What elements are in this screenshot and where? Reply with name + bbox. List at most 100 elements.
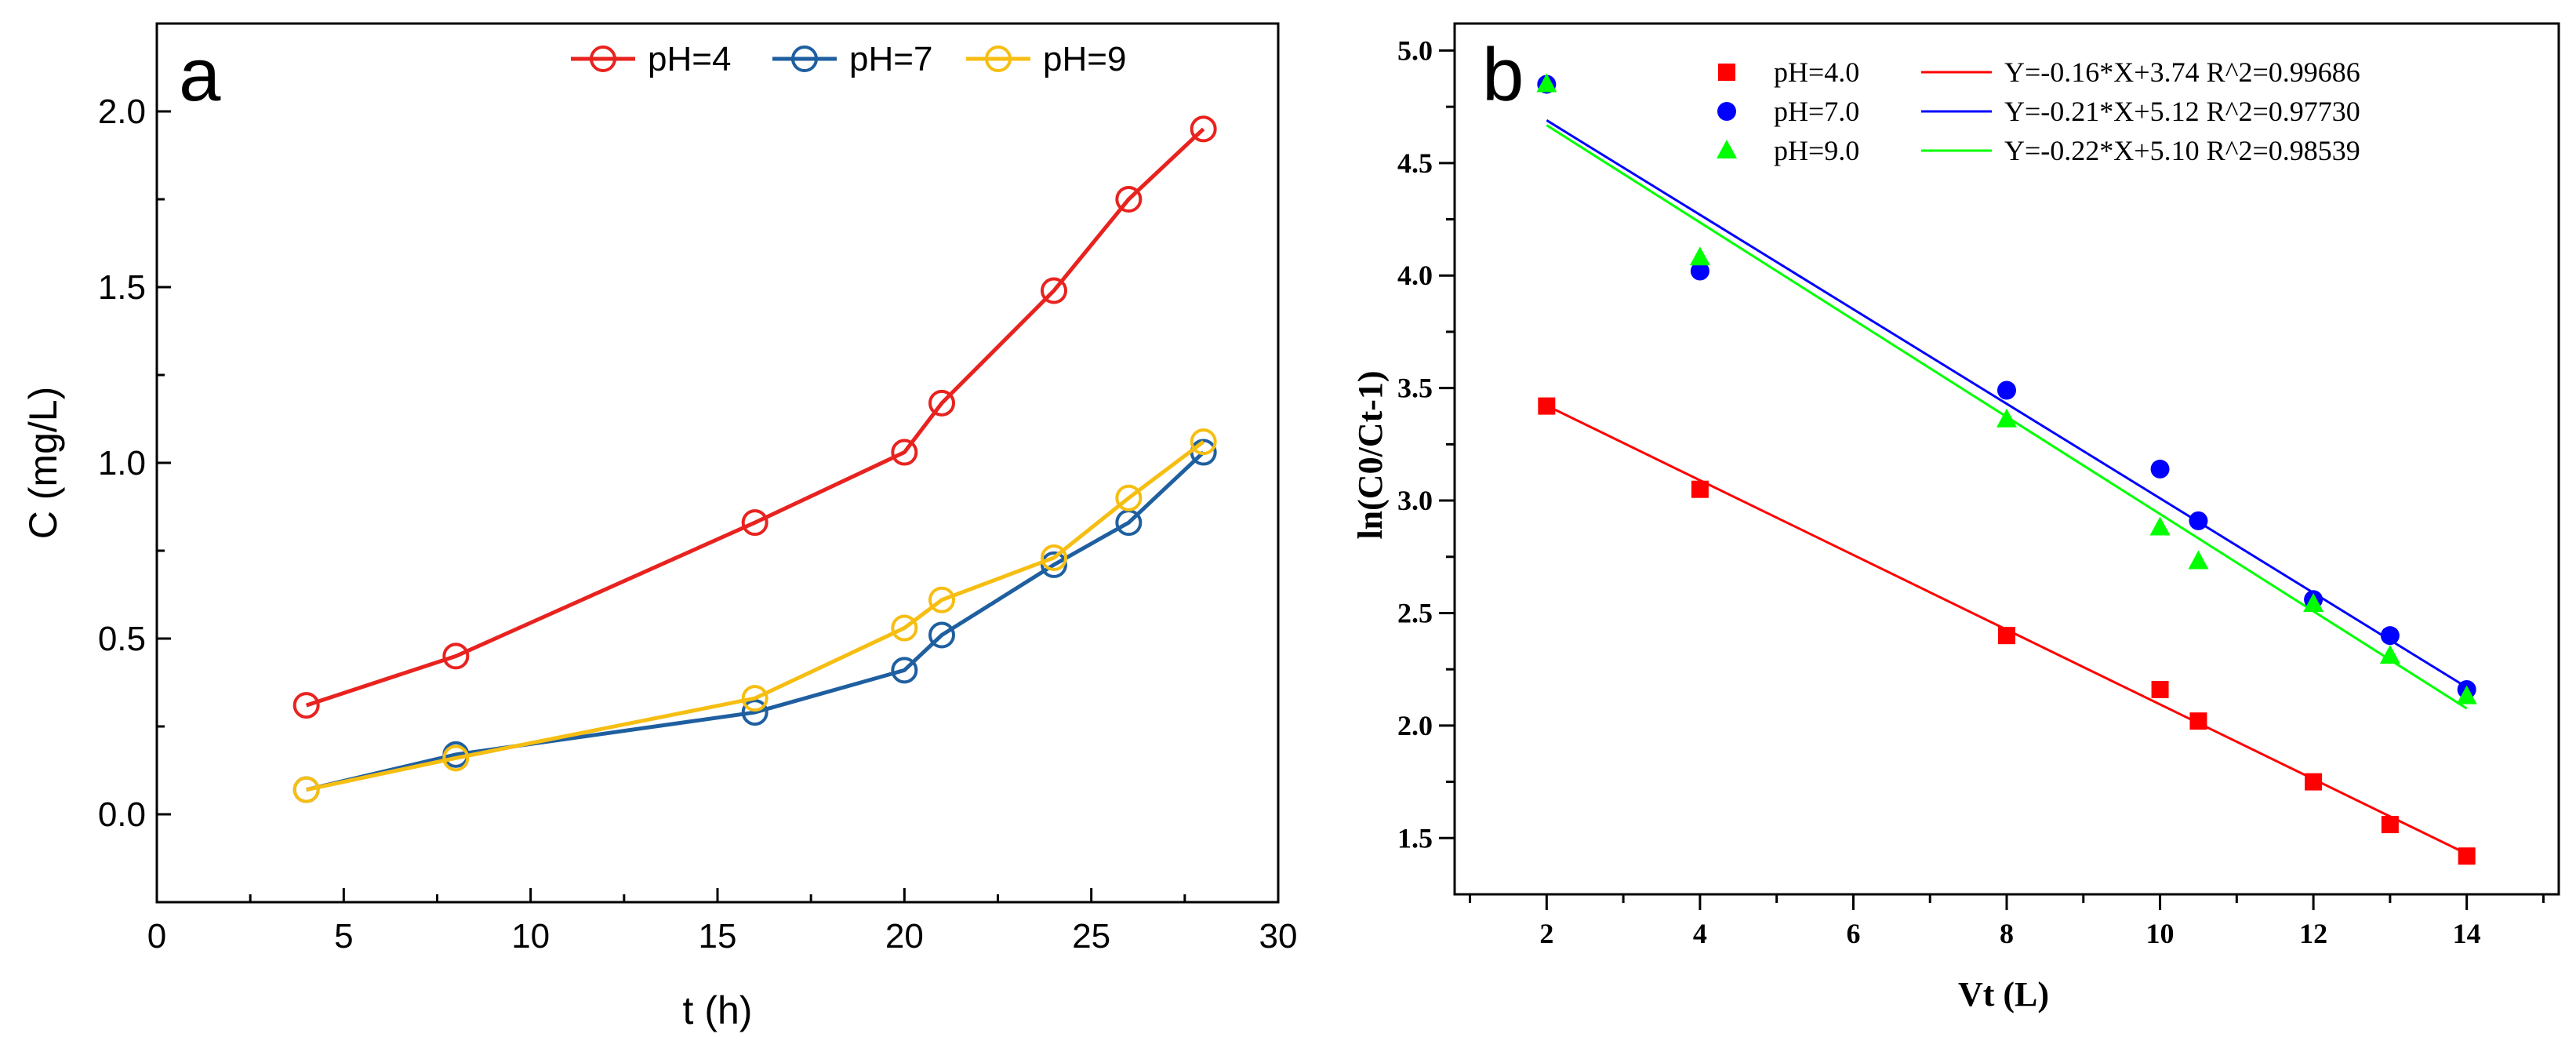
- data-point-b: [2458, 847, 2476, 865]
- series-line-a: [306, 450, 1205, 792]
- x-tick-label-b: 12: [2299, 918, 2327, 949]
- data-point-b: [1538, 397, 1556, 415]
- data-point-b: [1536, 73, 1557, 93]
- data-point-b: [2151, 680, 2169, 698]
- y-tick-label-a: 0.5: [98, 620, 146, 658]
- y-axis-title-a: C (mg/L): [21, 387, 65, 539]
- legend-label-b: pH=7.0: [1774, 96, 1859, 127]
- y-tick-label-b: 1.5: [1397, 822, 1433, 854]
- data-point-a: [1115, 484, 1143, 511]
- legend-marker-b: [1718, 64, 1735, 81]
- legend-marker-b: [1717, 102, 1736, 121]
- data-point-b: [2379, 644, 2400, 664]
- data-point-a: [741, 509, 768, 537]
- data-point-b: [2456, 685, 2477, 704]
- data-point-a: [1190, 115, 1217, 143]
- series-pH-4.0: [1538, 397, 2476, 865]
- data-point-a: [292, 692, 320, 719]
- legend-marker-a: [590, 46, 616, 72]
- legend-label-a: pH=4: [648, 40, 731, 78]
- data-point-a: [928, 389, 955, 417]
- data-point-b: [2303, 593, 2324, 612]
- x-tick-label-a: 30: [1259, 917, 1298, 956]
- data-point-a: [292, 776, 320, 803]
- legend-fit-equation-b: Y=-0.22*X+5.10 R^2=0.98539: [2004, 135, 2360, 166]
- series-pH-9: [292, 428, 1217, 803]
- legend-b: pH=4.0 Y=-0.16*X+3.74 R^2=0.99686 pH=7.0 Y=…: [1717, 56, 2360, 166]
- data-point-b: [2305, 773, 2323, 791]
- y-tick-label-b: 2.5: [1397, 597, 1433, 628]
- data-point-b: [2149, 516, 2171, 536]
- legend-a: pH=4 pH=7 pH=9: [571, 40, 1126, 78]
- legend-marker-a: [985, 46, 1012, 72]
- y-axis-a: 0.0 0.5 1.0 1.5 2.0: [98, 93, 171, 834]
- data-point-a: [1041, 544, 1067, 571]
- x-tick-label-b: 10: [2146, 918, 2175, 949]
- data-point-b: [1996, 408, 2017, 428]
- data-point-a: [741, 699, 768, 726]
- legend-fit-equation-b: Y=-0.21*X+5.12 R^2=0.97730: [2004, 96, 2360, 127]
- y-axis-b: 1.5 2.0 2.5 3.0 3.5 4.0 4.5 5.0: [1397, 35, 1455, 854]
- fit-lines-b: [1546, 119, 2468, 855]
- data-point-a: [442, 744, 470, 772]
- series-pH-9.0: [1536, 73, 2477, 704]
- series-pH-4: [292, 115, 1217, 719]
- legend-marker-b: [1717, 140, 1737, 158]
- data-point-a: [891, 657, 918, 684]
- x-axis-a: 0 5 10 15 20 25 30: [147, 888, 1298, 956]
- data-point-b: [2188, 550, 2209, 570]
- data-point-b: [2380, 626, 2400, 646]
- x-tick-label-b: 4: [1693, 918, 1707, 949]
- x-axis-title-a: t (h): [683, 988, 753, 1032]
- data-point-a: [1115, 186, 1143, 213]
- y-tick-label-b: 3.0: [1397, 485, 1433, 516]
- data-point-b: [2150, 459, 2170, 479]
- legend-marker-a: [791, 46, 818, 72]
- data-point-b: [2189, 511, 2208, 530]
- x-tick-label-a: 5: [334, 917, 353, 956]
- y-tick-label-a: 2.0: [98, 93, 146, 131]
- y-tick-label-a: 1.5: [98, 268, 146, 307]
- x-axis-title-b: Vt (L): [1958, 975, 2049, 1014]
- series-group-b: [1536, 73, 2477, 865]
- y-tick-label-b: 4.5: [1397, 147, 1433, 179]
- y-tick-label-b: 5.0: [1397, 35, 1433, 66]
- panel-label-a: a: [179, 33, 221, 117]
- data-point-a: [1190, 428, 1217, 456]
- data-point-a: [1041, 277, 1067, 304]
- x-tick-label-a: 25: [1072, 917, 1110, 956]
- legend-fit-equation-b: Y=-0.16*X+3.74 R^2=0.99686: [2004, 56, 2360, 88]
- y-axis-title-b: ln(C0/Ct-1): [1351, 370, 1390, 539]
- y-tick-label-a: 0.0: [98, 795, 146, 834]
- x-axis-b: 2 4 6 8 10 12 14: [1469, 894, 2545, 949]
- data-point-a: [891, 614, 918, 642]
- data-point-b: [1690, 261, 1709, 281]
- x-tick-label-b: 8: [2000, 918, 2014, 949]
- x-tick-label-b: 2: [1539, 918, 1553, 949]
- legend-label-b: pH=9.0: [1774, 135, 1859, 166]
- y-tick-label-a: 1.0: [98, 444, 146, 482]
- x-tick-label-a: 20: [885, 917, 924, 956]
- panel-a: a 0 5 10 15 20 25 30 0.00.51.01.52.0 pH=4 pH=7 p…: [21, 22, 1298, 1032]
- data-point-a: [928, 621, 955, 649]
- legend-label-a: pH=7: [849, 40, 932, 78]
- data-point-b: [1998, 627, 2015, 645]
- series-group-a: [292, 115, 1217, 803]
- data-point-a: [442, 642, 470, 670]
- plot-frame-a: [155, 22, 1280, 904]
- y-tick-label-b: 4.0: [1397, 260, 1433, 291]
- legend-label-b: pH=4.0: [1774, 56, 1859, 88]
- data-point-a: [928, 586, 955, 613]
- series-pH-7: [292, 439, 1217, 803]
- data-point-b: [1997, 380, 2016, 400]
- series-line-a: [306, 440, 1205, 792]
- data-point-a: [741, 685, 768, 712]
- data-point-a: [1041, 551, 1067, 578]
- panel-label-b: b: [1482, 33, 1524, 117]
- y-tick-label-b: 3.5: [1397, 373, 1433, 404]
- x-tick-label-a: 10: [511, 917, 550, 956]
- x-tick-label-b: 14: [2453, 918, 2481, 949]
- data-point-b: [1689, 246, 1710, 266]
- data-point-b: [2189, 712, 2207, 730]
